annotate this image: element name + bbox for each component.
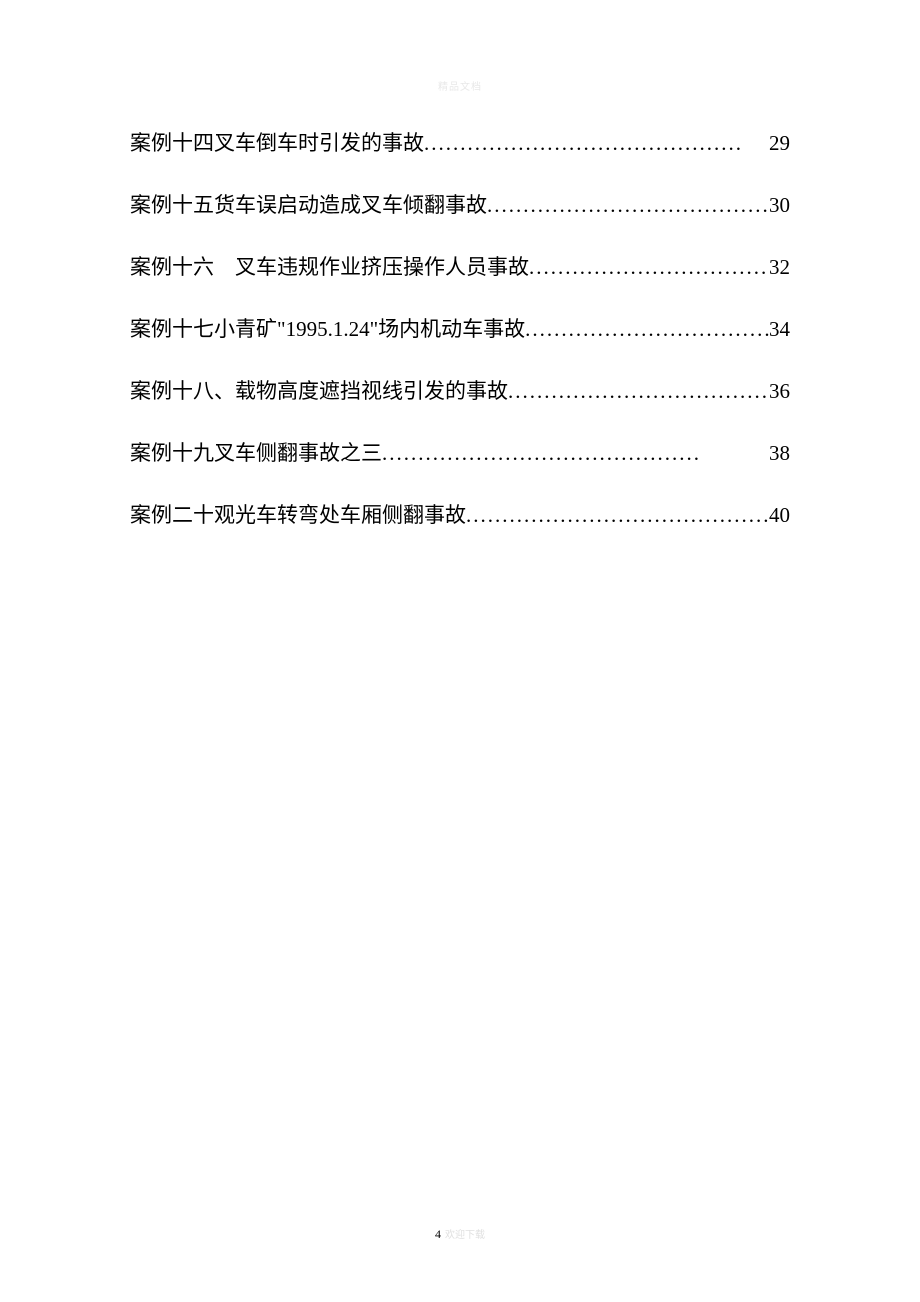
toc-entry: 案例十四 叉车倒车时引发的事故.........................… bbox=[130, 127, 790, 157]
toc-page: 30 bbox=[769, 193, 790, 218]
toc-title: 货车误启动造成叉车倾翻事故 bbox=[214, 189, 487, 219]
toc-page: 32 bbox=[769, 255, 790, 280]
toc-label: 案例十四 bbox=[130, 127, 214, 157]
header-watermark: 精品文档 bbox=[438, 78, 482, 93]
toc-label: 案例十八 bbox=[130, 375, 214, 405]
toc-entry: 案例十七 小青矿"1995.1.24"场内机动车事故..............… bbox=[130, 313, 790, 343]
toc-dots: ........................................… bbox=[487, 193, 769, 218]
toc-title: 叉车违规作业挤压操作人员事故 bbox=[235, 251, 529, 281]
toc-sep bbox=[214, 251, 235, 281]
toc-page: 34 bbox=[769, 317, 790, 342]
toc-title: 观光车转弯处车厢侧翻事故 bbox=[214, 499, 466, 529]
toc-entry: 案例十九 叉车侧翻事故之三...........................… bbox=[130, 437, 790, 467]
toc-sep: 、 bbox=[214, 375, 235, 405]
toc-label: 案例二十 bbox=[130, 499, 214, 529]
page-footer: 4 欢迎下载 bbox=[435, 1226, 485, 1242]
toc-title: 载物高度遮挡视线引发的事故 bbox=[235, 375, 508, 405]
toc-page: 36 bbox=[769, 379, 790, 404]
toc-label: 案例十七 bbox=[130, 313, 214, 343]
toc-dots: ........................................… bbox=[466, 503, 769, 528]
toc-title: 叉车倒车时引发的事故 bbox=[214, 127, 424, 157]
toc-entry: 案例十五 货车误启动造成叉车倾翻事故......................… bbox=[130, 189, 790, 219]
toc-label: 案例十五 bbox=[130, 189, 214, 219]
toc-page: 38 bbox=[769, 441, 790, 466]
toc-dots: ........................................… bbox=[529, 255, 769, 280]
toc-label: 案例十六 bbox=[130, 251, 214, 281]
toc-page: 29 bbox=[769, 131, 790, 156]
toc-label: 案例十九 bbox=[130, 437, 214, 467]
toc-dots: ........................................… bbox=[525, 317, 769, 342]
toc-entry: 案例十六 叉车违规作业挤压操作人员事故.....................… bbox=[130, 251, 790, 281]
toc-title: 叉车侧翻事故之三 bbox=[214, 437, 382, 467]
toc-dots: ........................................… bbox=[382, 441, 769, 466]
toc-dots: ........................................… bbox=[508, 379, 769, 404]
toc-page: 40 bbox=[769, 503, 790, 528]
toc-content: 案例十四 叉车倒车时引发的事故.........................… bbox=[130, 127, 790, 561]
footer-text: 欢迎下载 bbox=[445, 1226, 485, 1241]
toc-entry: 案例十八、载物高度遮挡视线引发的事故......................… bbox=[130, 375, 790, 405]
toc-title: 小青矿"1995.1.24"场内机动车事故 bbox=[214, 313, 525, 343]
footer-page-number: 4 bbox=[435, 1227, 441, 1242]
toc-dots: ........................................… bbox=[424, 131, 769, 156]
toc-entry: 案例二十 观光车转弯处车厢侧翻事故.......................… bbox=[130, 499, 790, 529]
